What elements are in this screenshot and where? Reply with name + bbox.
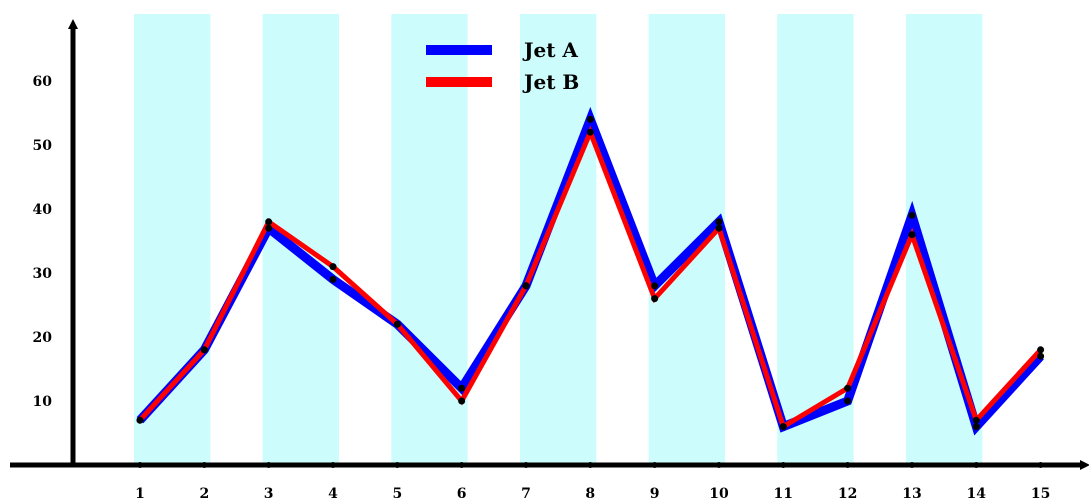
x-tick-mark-2: [201, 462, 208, 468]
data-point-jet-b-3: [265, 218, 273, 226]
data-point-jet-b-7: [522, 282, 530, 290]
shaded-band-2: [262, 14, 339, 465]
y-tick-label-10: 10: [33, 394, 53, 410]
data-point-jet-b-6: [458, 397, 466, 405]
x-tick-label-15: 15: [1031, 486, 1050, 502]
data-point-jet-b-1: [136, 416, 144, 424]
x-tick-mark-7: [522, 462, 529, 468]
data-point-jet-a-13: [908, 211, 916, 219]
data-point-jet-a-4: [329, 275, 337, 283]
data-point-jet-a-10: [715, 218, 723, 226]
data-point-jet-b-12: [844, 384, 852, 392]
y-tick-label-40: 40: [33, 202, 53, 218]
x-tick-mark-4: [329, 462, 336, 468]
x-tick-label-6: 6: [457, 486, 467, 502]
y-tick-label-50: 50: [33, 138, 53, 154]
x-tick-label-13: 13: [902, 486, 921, 502]
x-tick-mark-10: [715, 462, 722, 468]
x-tick-mark-13: [908, 462, 915, 468]
x-tick-mark-3: [265, 462, 272, 468]
data-point-jet-a-14: [972, 423, 980, 431]
x-tick-mark-15: [1037, 462, 1044, 468]
y-tick-label-20: 20: [33, 330, 53, 346]
x-tick-mark-14: [973, 462, 980, 468]
shaded-band-4: [519, 14, 597, 465]
x-tick-label-5: 5: [392, 486, 402, 502]
data-point-jet-b-11: [779, 423, 787, 431]
legend-label-jet-a: Jet A: [522, 38, 578, 62]
x-tick-mark-9: [651, 462, 658, 468]
x-tick-label-14: 14: [967, 486, 987, 502]
shaded-bands: [134, 14, 983, 465]
data-point-jet-b-4: [329, 263, 337, 271]
x-tick-label-3: 3: [264, 486, 274, 502]
data-point-jet-a-9: [651, 282, 659, 290]
data-point-jet-b-14: [972, 416, 980, 424]
y-tick-label-30: 30: [33, 266, 53, 282]
data-point-jet-a-15: [1037, 352, 1045, 360]
x-tick-label-4: 4: [328, 486, 338, 502]
x-tick-label-1: 1: [135, 486, 145, 502]
x-tick-mark-8: [587, 462, 594, 468]
data-point-jet-a-8: [586, 115, 594, 123]
data-point-jet-b-15: [1037, 346, 1045, 354]
x-tick-label-7: 7: [521, 486, 531, 502]
data-point-jet-b-10: [715, 224, 723, 232]
data-point-jet-b-5: [393, 320, 401, 328]
data-point-jet-b-8: [586, 128, 594, 136]
x-tick-label-8: 8: [585, 486, 595, 502]
shaded-band-6: [777, 14, 854, 465]
x-tick-mark-5: [394, 462, 401, 468]
x-tick-label-2: 2: [199, 486, 209, 502]
x-tick-label-11: 11: [774, 486, 793, 502]
data-point-jet-a-12: [844, 397, 852, 405]
shaded-band-5: [648, 14, 725, 465]
data-point-jet-b-9: [651, 295, 659, 303]
y-tick-label-60: 60: [33, 74, 53, 90]
x-tick-mark-1: [137, 462, 143, 468]
data-point-jet-b-13: [908, 231, 916, 239]
x-tick-label-9: 9: [650, 486, 660, 502]
x-tick-mark-6: [458, 462, 465, 468]
data-point-jet-b-2: [200, 346, 208, 354]
shaded-band-1: [134, 14, 211, 465]
legend: Jet A Jet B: [426, 38, 579, 94]
data-point-jet-a-6: [458, 384, 466, 392]
x-tick-label-10: 10: [709, 486, 729, 502]
legend-label-jet-b: Jet B: [522, 70, 579, 94]
series-layer: [136, 106, 1045, 436]
x-tick-mark-11: [780, 462, 787, 468]
data-point-jet-a-3: [265, 224, 273, 232]
x-tick-mark-12: [844, 462, 851, 468]
x-tick-label-12: 12: [838, 486, 857, 502]
